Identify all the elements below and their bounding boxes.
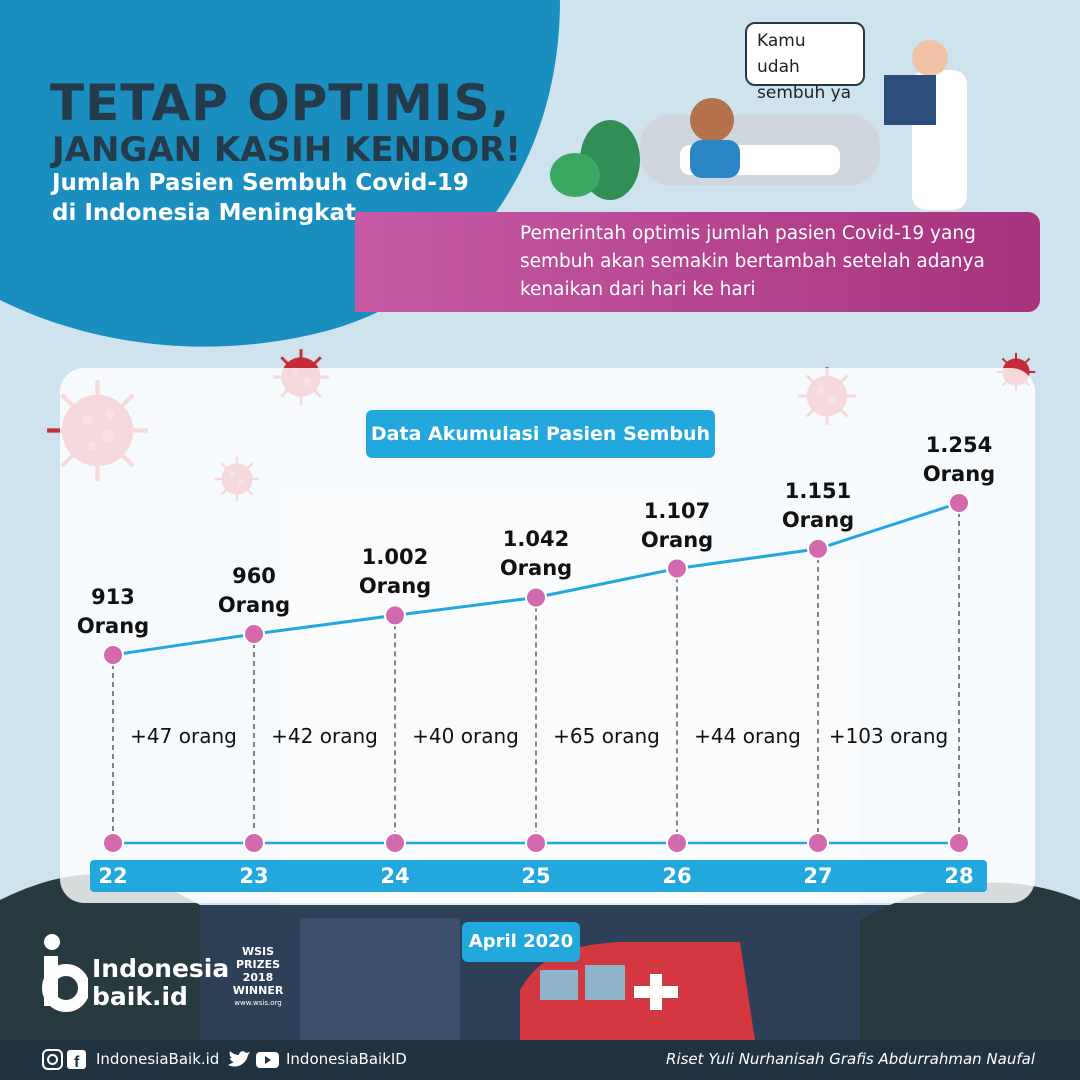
chart-title: Data Akumulasi Pasien Sembuh bbox=[366, 410, 715, 458]
data-label-value: 960 bbox=[232, 564, 276, 589]
baseline-point bbox=[807, 832, 829, 854]
x-tick-label: 26 bbox=[662, 864, 692, 888]
badge-line4: WINNER bbox=[232, 984, 284, 997]
wsis-badge: WSIS PRIZES 2018 WINNER www.wsis.org bbox=[226, 945, 290, 1010]
baseline-point bbox=[948, 832, 970, 854]
social-handle: IndonesiaBaikID bbox=[286, 1050, 407, 1068]
x-axis-bar bbox=[90, 860, 987, 892]
data-point bbox=[243, 623, 265, 646]
data-point bbox=[948, 492, 970, 514]
data-label-value: 913 bbox=[91, 585, 135, 609]
data-label: 1.002 Orang bbox=[325, 543, 465, 601]
x-tick-label: 25 bbox=[521, 864, 551, 888]
indonesiabaik-logo-icon bbox=[42, 934, 88, 1012]
description-text: Pemerintah optimis jumlah pasien Covid-1… bbox=[520, 223, 985, 300]
page-subtitle: Jumlah Pasien Sembuh Covid-19 di Indones… bbox=[52, 170, 469, 226]
twitter-youtube-icon bbox=[228, 1051, 279, 1068]
badge-line1: WSIS bbox=[241, 945, 275, 958]
logo-text: Indonesia baik.id bbox=[92, 955, 229, 1011]
data-label-unit: Orang bbox=[922, 462, 996, 486]
data-label-value: 1.151 bbox=[784, 478, 852, 503]
data-label-unit: Orang bbox=[781, 507, 855, 532]
badge-line5: www.wsis.org bbox=[234, 999, 282, 1007]
data-label-value: 1.107 bbox=[643, 498, 711, 523]
data-point bbox=[525, 586, 547, 609]
increase-label: +47 orang bbox=[130, 724, 237, 748]
data-point bbox=[384, 604, 406, 627]
social-site: IndonesiaBaik.id bbox=[96, 1050, 220, 1068]
baseline-point bbox=[525, 832, 547, 854]
data-point bbox=[666, 557, 688, 580]
x-tick-label: 28 bbox=[944, 864, 974, 888]
data-label: 960 Orang bbox=[184, 562, 324, 620]
speech-bubble: Kamu udah sembuh ya bbox=[745, 22, 865, 103]
data-point bbox=[807, 537, 829, 560]
x-axis-title: April 2020 bbox=[462, 922, 580, 962]
logo-line2: baik.id bbox=[92, 982, 188, 1011]
data-label-unit: Orang bbox=[358, 574, 432, 599]
footer-bar bbox=[0, 1040, 1080, 1080]
data-label: 1.151 Orang bbox=[748, 477, 888, 535]
increase-label: +42 orang bbox=[271, 724, 378, 748]
data-label-value: 1.042 bbox=[502, 527, 570, 552]
data-label-unit: Orang bbox=[76, 614, 150, 638]
increase-label: +103 orang bbox=[828, 724, 949, 748]
svg-text:f: f bbox=[74, 1054, 80, 1071]
data-label-unit: Orang bbox=[640, 527, 714, 552]
data-label-value: 1.254 bbox=[925, 433, 993, 457]
increase-label: +44 orang bbox=[694, 724, 801, 748]
data-label: 1.042 Orang bbox=[466, 525, 606, 583]
page-title: TETAP OPTIMIS, bbox=[50, 74, 511, 132]
x-tick-label: 27 bbox=[803, 864, 833, 888]
data-point bbox=[102, 644, 124, 666]
description-banner bbox=[355, 212, 1040, 312]
x-tick-label: 24 bbox=[380, 864, 410, 888]
baseline-point bbox=[384, 832, 406, 854]
credit-text: Riset Yuli Nurhanisah Grafis Abdurrahman… bbox=[666, 1050, 1035, 1068]
data-label: 1.107 Orang bbox=[607, 497, 747, 555]
data-label-unit: Orang bbox=[217, 593, 291, 618]
instagram-facebook-icon: f bbox=[42, 1049, 86, 1071]
baseline-point bbox=[102, 832, 124, 854]
data-label-value: 1.002 bbox=[361, 545, 429, 570]
page-title-line2: JANGAN KASIH KENDOR! bbox=[52, 130, 521, 170]
data-label-unit: Orang bbox=[499, 556, 573, 581]
data-label: 1.254 Orang bbox=[889, 431, 1029, 489]
baseline-point bbox=[243, 832, 265, 854]
x-tick-label: 23 bbox=[239, 864, 269, 888]
badge-line3: 2018 bbox=[242, 971, 274, 984]
data-label: 913 Orang bbox=[43, 583, 183, 641]
badge-line2: PRIZES bbox=[235, 958, 281, 971]
logo-line1: Indonesia bbox=[92, 954, 230, 983]
increase-label: +40 orang bbox=[412, 724, 519, 748]
increase-label: +65 orang bbox=[553, 724, 660, 748]
x-tick-label: 22 bbox=[98, 864, 128, 888]
baseline-point bbox=[666, 832, 688, 854]
